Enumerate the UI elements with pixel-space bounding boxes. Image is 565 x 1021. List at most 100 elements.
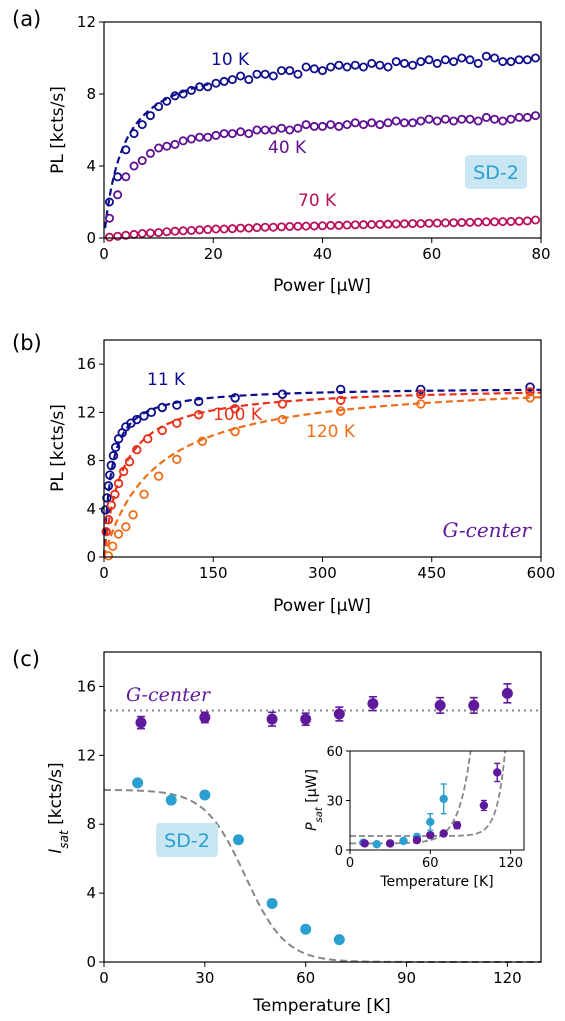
inset-xtick-label: 0 <box>346 856 354 871</box>
panel-a-point <box>260 222 270 232</box>
inset-point <box>493 768 502 777</box>
panel-b-point <box>193 410 204 420</box>
panel-a-point <box>342 220 352 230</box>
panel-a-point <box>104 213 114 223</box>
panel-b-point <box>132 445 142 455</box>
panel-a-point <box>260 125 270 135</box>
panel-c-plot: 0 30 60 90 120 0 4 8 12 16 Temperature [K] Isat [… <box>46 651 542 1016</box>
panel-c-xtick-label: 90 <box>397 969 416 987</box>
panel-c-ytick-label: 4 <box>86 884 96 902</box>
panel-a-point <box>186 134 196 144</box>
panel-b-point <box>128 510 138 520</box>
panel-a-point <box>416 116 426 126</box>
panel-b-point <box>193 396 204 407</box>
inset-point <box>479 801 489 810</box>
gcenter-tag: G-center <box>443 518 533 542</box>
panel-a-point <box>301 120 311 130</box>
panel-a-point <box>154 228 164 238</box>
panel-a-point <box>129 129 139 139</box>
panel-a-point <box>317 121 327 131</box>
panel-a-point <box>383 219 393 229</box>
panel-a-point <box>424 55 434 65</box>
panel-a-point <box>236 71 246 81</box>
panel-b-point <box>105 470 115 480</box>
panel-a-point <box>260 69 270 79</box>
panel-a-point <box>293 69 303 79</box>
gcenter-point <box>501 687 513 699</box>
panel-c-xtick-label: 60 <box>296 969 315 987</box>
inset-ytick-label: 30 <box>326 795 343 810</box>
panel-a-point <box>162 96 172 106</box>
panel-a-point <box>391 116 401 126</box>
inset-point <box>360 839 369 848</box>
panel-a-point <box>399 219 409 229</box>
panel-a-point <box>244 129 254 139</box>
panel-a-point <box>367 219 377 229</box>
panel-a-point <box>121 230 131 240</box>
panel-a-point <box>137 120 147 130</box>
panel-a-point <box>391 57 401 67</box>
panel-c-frame <box>103 651 542 963</box>
panel-a-point <box>375 219 385 229</box>
panel-a-point <box>481 217 491 227</box>
panel-a-point <box>121 145 131 155</box>
sd2-point <box>165 794 177 806</box>
panel-b-point <box>113 529 124 539</box>
panel-a-point <box>285 66 295 76</box>
series-label-70k: 70 K <box>298 191 337 211</box>
panel-a-point <box>367 58 377 68</box>
panel-b-ytick-label: 8 <box>86 452 96 470</box>
panel-a-point <box>481 51 491 61</box>
sd2-series-label-box <box>156 823 218 857</box>
panel-a-label: (a) <box>12 7 41 31</box>
panel-a-point <box>326 120 336 130</box>
panel-a-point <box>326 220 336 230</box>
panel-c-ylabel: Isat [kcts/s] <box>46 762 71 853</box>
panel-a-point <box>170 139 180 149</box>
panel-a-point <box>121 172 131 182</box>
panel-c-xlabel: Temperature [K] <box>252 996 391 1016</box>
panel-a-point <box>244 223 254 233</box>
panel-a-point <box>113 231 123 241</box>
panel-a-point <box>178 226 188 236</box>
panel-a-point <box>440 114 450 124</box>
gcenter-point <box>468 699 480 711</box>
panel-a-point <box>383 62 393 72</box>
panel-a-point <box>432 218 442 228</box>
panel-b-xtick-label: 600 <box>527 564 556 582</box>
inset-point <box>372 840 381 849</box>
panel-b-plot: 0 150 300 450 600 0 4 8 12 16 Power [μW] PL [kcts… <box>48 339 556 616</box>
panel-b-ytick-label: 0 <box>86 548 96 566</box>
panel-a-point <box>522 216 532 226</box>
panel-a-point <box>195 225 205 235</box>
panel-a-ytick-label: 12 <box>77 13 96 31</box>
panel-a-point <box>350 60 360 70</box>
panel-a-point <box>252 125 262 135</box>
panel-b-point <box>110 442 121 452</box>
panel-b-xtick-label: 0 <box>99 564 109 582</box>
panel-a-point <box>113 172 123 182</box>
panel-b-xlabel: Power [μW] <box>273 596 371 616</box>
inset-ytick-label: 0 <box>335 844 343 859</box>
panel-a-point <box>350 118 360 128</box>
panel-b-ytick-label: 16 <box>77 355 96 373</box>
panel-b-point <box>416 399 426 409</box>
panel-b-point <box>121 522 131 532</box>
panel-a-point <box>145 228 155 238</box>
panel-b-point <box>172 400 182 410</box>
panel-a-point <box>531 53 541 63</box>
panel-a-point <box>473 116 483 126</box>
panel-a-point <box>457 53 467 63</box>
panel-b-point <box>124 457 135 467</box>
panel-a-point <box>358 120 368 130</box>
inset-ytick-label: 60 <box>326 745 343 760</box>
panel-a-point <box>506 57 516 67</box>
inset-xtick-label: 60 <box>422 856 439 871</box>
panel-a-point <box>252 69 262 79</box>
inset-point <box>426 830 435 840</box>
panel-b-point <box>157 402 167 413</box>
panel-a-point <box>104 232 114 242</box>
panel-a-point <box>465 114 475 124</box>
panel-a-point <box>137 228 147 238</box>
